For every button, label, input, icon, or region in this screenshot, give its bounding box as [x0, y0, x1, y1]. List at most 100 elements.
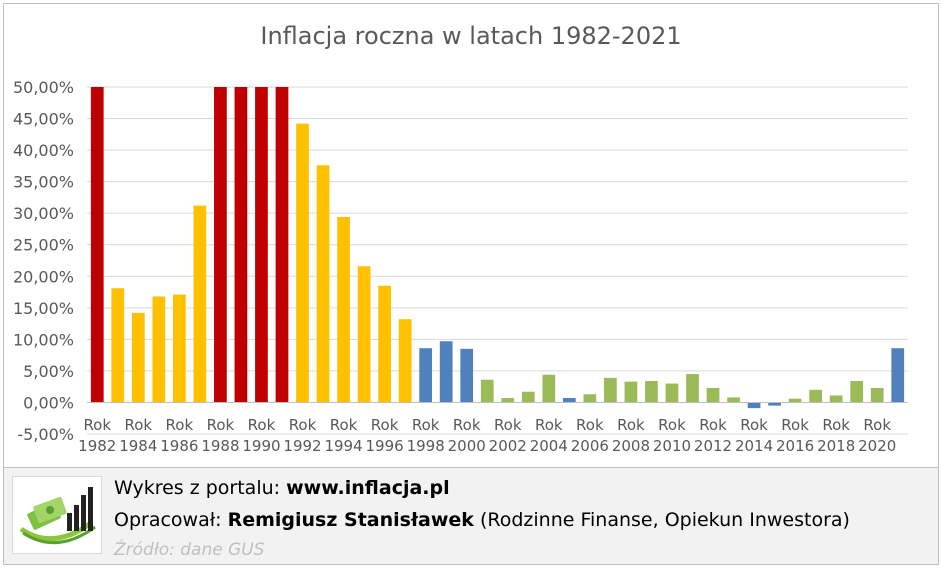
- y-tick-label: 5,00%: [23, 362, 74, 381]
- x-tick-label: 1990: [242, 437, 280, 455]
- bar: [562, 398, 576, 403]
- bar: [172, 294, 186, 403]
- x-tick-label: 2014: [735, 437, 773, 455]
- x-tick-label: 1984: [119, 437, 157, 455]
- y-tick-label: 0,00%: [23, 393, 74, 412]
- bar: [255, 87, 268, 403]
- y-tick-label: 25,00%: [13, 236, 74, 255]
- x-tick-prefix: Rok: [863, 416, 891, 434]
- author-affiliation: (Rodzinne Finanse, Opiekun Inwestora): [473, 509, 850, 531]
- x-tick-prefix: Rok: [822, 416, 850, 434]
- bar: [542, 374, 556, 403]
- x-tick-label: 1988: [201, 437, 239, 455]
- bar: [378, 285, 391, 403]
- bar: [296, 123, 309, 403]
- source-line: Źródło: dane GUS: [114, 540, 265, 560]
- x-tick-prefix: Rok: [699, 416, 727, 434]
- x-tick-label: 1996: [366, 437, 404, 455]
- bar: [727, 397, 740, 403]
- x-tick-label: 2000: [448, 437, 486, 455]
- x-tick-label: 2002: [489, 437, 527, 455]
- bar: [829, 395, 843, 403]
- x-tick-label: 1982: [78, 437, 116, 455]
- bar: [891, 348, 905, 403]
- x-tick-label: 1994: [324, 437, 362, 455]
- bar: [604, 377, 617, 403]
- bar: [501, 398, 515, 403]
- y-tick-label: 45,00%: [13, 110, 74, 129]
- bar: [131, 312, 145, 403]
- bar: [665, 383, 679, 403]
- y-tick-label: 50,00%: [13, 78, 74, 97]
- bar: [788, 398, 802, 403]
- x-tick-prefix: Rok: [83, 416, 111, 434]
- x-tick-prefix: Rok: [125, 416, 153, 434]
- bar: [214, 87, 227, 403]
- bar: [439, 341, 453, 403]
- portal-url: www.inflacja.pl: [286, 477, 450, 499]
- inflacja-logo: [12, 476, 102, 554]
- bar: [316, 165, 330, 403]
- y-tick-label: 15,00%: [13, 299, 74, 318]
- bar: [357, 266, 371, 403]
- bar: [870, 387, 884, 403]
- x-tick-label: 1986: [160, 437, 198, 455]
- bar: [111, 288, 125, 403]
- x-tick-prefix: Rok: [658, 416, 686, 434]
- bar: [645, 381, 658, 403]
- footer: Wykres z portalu: www.inflacja.pl Opraco…: [4, 467, 938, 564]
- author-name: Remigiusz Stanisławek: [227, 509, 474, 531]
- x-tick-prefix: Rok: [740, 416, 768, 434]
- x-tick-prefix: Rok: [248, 416, 276, 434]
- bar: [768, 402, 781, 406]
- x-tick-prefix: Rok: [371, 416, 399, 434]
- x-tick-label: 1992: [283, 437, 321, 455]
- bar: [398, 319, 412, 403]
- y-tick-label: -5,00%: [17, 425, 74, 444]
- bar: [419, 348, 433, 403]
- x-tick-label: 2010: [653, 437, 691, 455]
- bar: [90, 87, 104, 403]
- x-tick-label: 2006: [571, 437, 609, 455]
- chart-title: Inflacja roczna w latach 1982-2021: [260, 22, 682, 50]
- bar: [809, 389, 823, 403]
- x-tick-label: 2018: [817, 437, 855, 455]
- x-tick-prefix: Rok: [453, 416, 481, 434]
- bar: [193, 205, 207, 403]
- x-tick-label: 2008: [612, 437, 650, 455]
- bar: [480, 379, 494, 403]
- bar: [337, 216, 350, 403]
- x-tick-label: 2016: [776, 437, 814, 455]
- x-tick-prefix: Rok: [494, 416, 522, 434]
- x-tick-label: 2020: [858, 437, 896, 455]
- y-tick-label: 10,00%: [13, 330, 74, 349]
- x-tick-label: 2012: [694, 437, 732, 455]
- x-tick-label: 1998: [407, 437, 445, 455]
- x-tick-prefix: Rok: [781, 416, 809, 434]
- author-prefix: Opracował:: [114, 509, 228, 531]
- bar: [234, 87, 248, 403]
- y-tick-label: 35,00%: [13, 173, 74, 192]
- x-tick-prefix: Rok: [412, 416, 440, 434]
- bar: [624, 381, 638, 403]
- y-tick-label: 20,00%: [13, 267, 74, 286]
- portal-prefix: Wykres z portalu:: [114, 477, 287, 499]
- bar: [583, 394, 597, 403]
- x-tick-prefix: Rok: [576, 416, 604, 434]
- bar: [850, 381, 864, 403]
- x-tick-prefix: Rok: [330, 416, 358, 434]
- y-tick-label: 30,00%: [13, 204, 74, 223]
- bar-chart: 50,00% 45,00% 40,00% 35,00% 30,00% 25,00% 20,0…: [13, 78, 908, 455]
- x-tick-prefix: Rok: [289, 416, 317, 434]
- bar: [275, 87, 289, 403]
- portal-line: Wykres z portalu: www.inflacja.pl: [114, 477, 450, 499]
- y-tick-label: 40,00%: [13, 141, 74, 160]
- x-tick-prefix: Rok: [166, 416, 194, 434]
- bar: [747, 402, 761, 409]
- x-tick-prefix: Rok: [617, 416, 645, 434]
- x-tick-label: 2004: [530, 437, 568, 455]
- bar: [521, 391, 535, 403]
- bar: [152, 296, 166, 403]
- x-tick-prefix: Rok: [535, 416, 563, 434]
- bar: [460, 348, 474, 403]
